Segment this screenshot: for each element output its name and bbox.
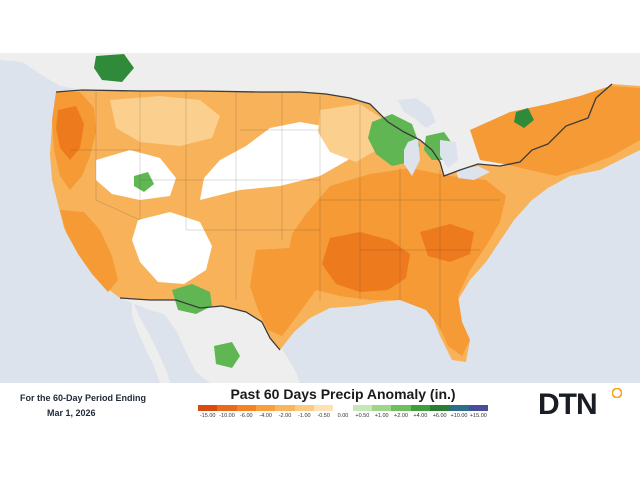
- legend-tick-7: 0.00: [337, 413, 349, 419]
- us-canada-border: [55, 83, 613, 177]
- legend-swatch-10: [391, 405, 411, 411]
- dry-northeast: [470, 86, 640, 176]
- logo-dot-1: [612, 388, 622, 398]
- legend-tick-12: +6.00: [432, 413, 447, 419]
- legend-tick-14: +15.00: [469, 413, 487, 419]
- legend-swatch-9: [371, 405, 392, 411]
- legend-tick-4: -2.00: [278, 413, 292, 419]
- legend-tick-labels: -15.00 -10.00 -6.00 -4.00 -2.00 -1.00 -0.50 0.0…: [198, 413, 488, 423]
- wet-arizona: [214, 342, 240, 368]
- legend-tick-10: +2.00: [394, 413, 408, 419]
- legend-swatch-4: [275, 405, 295, 411]
- legend-tick-1: -10.00: [219, 413, 235, 419]
- wet-maine: [514, 108, 534, 128]
- legend-swatch-5: [294, 405, 314, 411]
- legend-tick-9: +1.00: [374, 413, 389, 419]
- legend-swatch-8: [352, 405, 372, 411]
- legend-swatch-13: [449, 405, 469, 411]
- normal-plains: [200, 122, 356, 200]
- slight-dry-midwest: [318, 104, 384, 162]
- wet-idaho: [134, 172, 154, 192]
- legend-swatch-6: [313, 405, 334, 411]
- legend-swatch-12: [429, 405, 450, 411]
- legend-tick-8: +0.50: [355, 413, 370, 419]
- legend-tick-0: -15.00: [199, 413, 216, 419]
- legend-tick-5: -1.00: [298, 413, 311, 419]
- period-label: For the 60-Day Period Ending: [20, 393, 147, 403]
- great-lakes-water: [398, 98, 490, 180]
- dtn-logo-mark: [612, 388, 622, 398]
- legend-color-bar: [198, 405, 488, 411]
- wet-new-mexico: [172, 284, 212, 314]
- legend-swatch-2: [236, 405, 256, 411]
- wet-north-canada: [94, 54, 134, 82]
- dry-california: [60, 210, 118, 292]
- dry-texas: [250, 248, 316, 336]
- legend-swatch-0: [198, 405, 218, 411]
- map-svg: [0, 53, 640, 383]
- legend-swatch-1: [217, 405, 237, 411]
- legend-tick-13: +10.00: [450, 413, 468, 419]
- map-title: Past 60 Days Precip Anomaly (in.): [230, 386, 456, 402]
- state-lines: [70, 91, 500, 330]
- deep-dry-carolinas: [420, 224, 474, 262]
- legend-tick-11: +4.00: [413, 413, 428, 419]
- slight-dry-montana: [110, 96, 220, 146]
- legend-swatch-3: [255, 405, 276, 411]
- us-mexico-border: [119, 297, 281, 351]
- legend-swatch-11: [410, 405, 430, 411]
- dtn-logo: DTN: [538, 388, 598, 421]
- mexico-land: [120, 298, 300, 383]
- precip-anomaly-map: [0, 53, 640, 383]
- legend-swatch-14: [468, 405, 488, 411]
- normal-southwest: [132, 212, 212, 284]
- deep-dry-oregon: [56, 106, 84, 160]
- period-date: Mar 1, 2026: [47, 408, 96, 418]
- deep-dry-gulf: [322, 232, 410, 292]
- legend-swatch-7: [333, 405, 353, 411]
- legend-tick-6: -0.50: [317, 413, 330, 419]
- normal-greatbasin: [96, 150, 176, 200]
- legend-tick-2: -6.00: [240, 413, 253, 419]
- baja-land: [132, 300, 170, 383]
- legend-tick-3: -4.00: [259, 413, 272, 419]
